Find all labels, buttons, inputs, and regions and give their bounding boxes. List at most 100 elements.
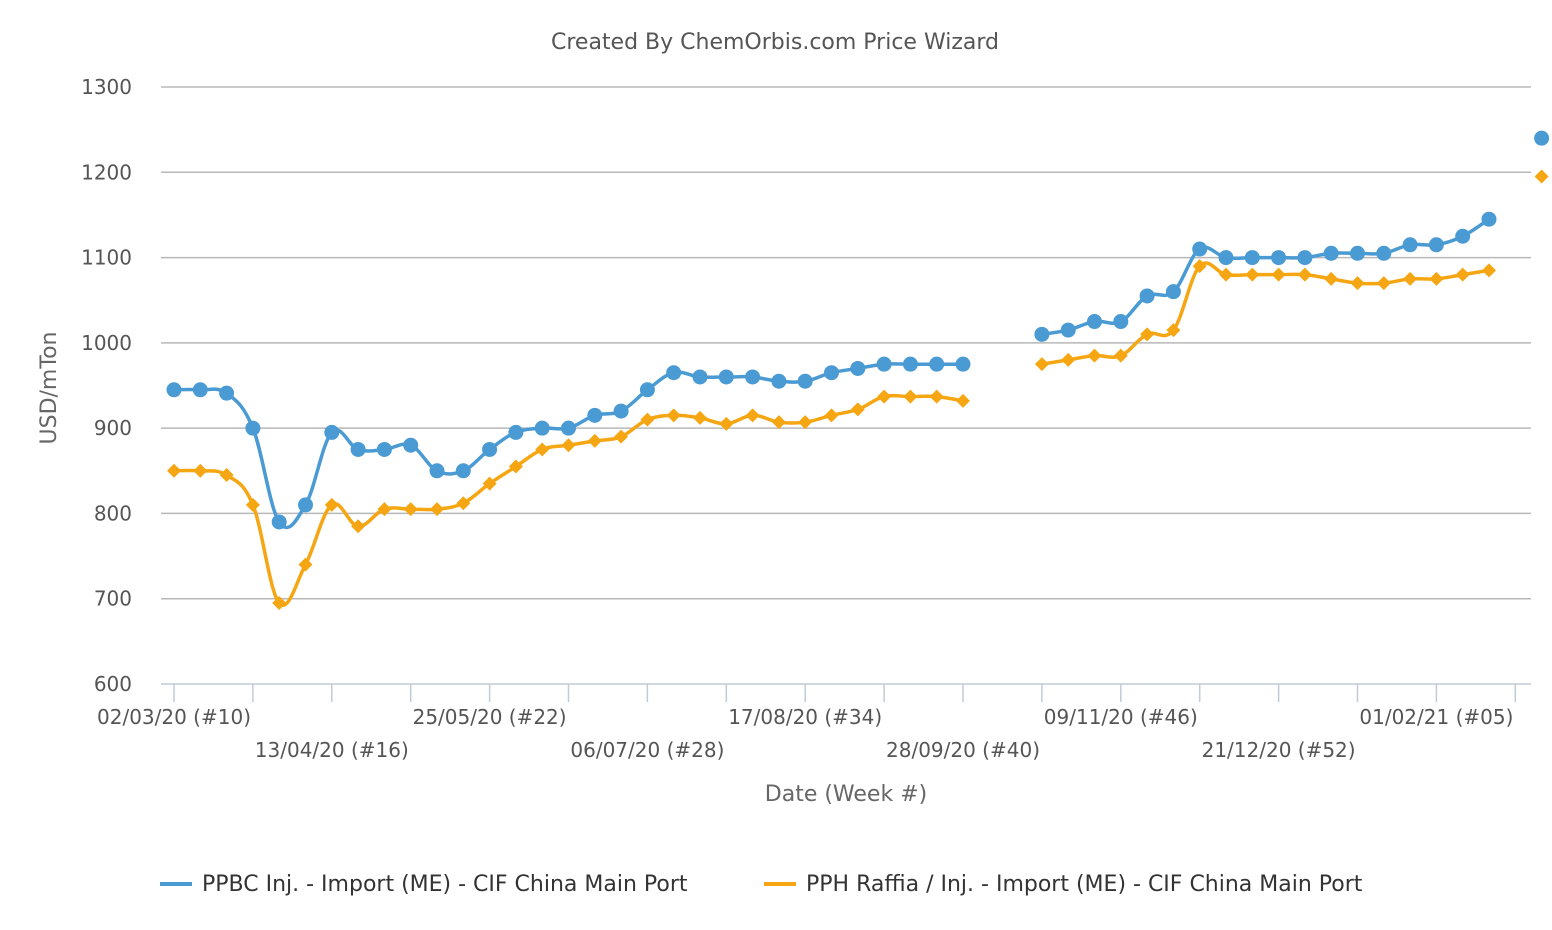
data-point: [403, 502, 418, 517]
data-point: [1376, 245, 1392, 261]
data-point: [1113, 348, 1128, 363]
series-2: [167, 169, 1549, 610]
data-point: [1429, 271, 1444, 286]
data-point: [613, 403, 629, 419]
data-point: [324, 497, 339, 512]
data-point: [1271, 250, 1287, 266]
data-point: [1324, 271, 1339, 286]
data-point: [1219, 267, 1233, 282]
data-point: [377, 502, 392, 517]
data-point: [798, 415, 813, 430]
data-point: [1034, 326, 1050, 342]
x-axis: 02/03/20 (#10)13/04/20 (#16)25/05/20 (#2…: [97, 683, 1531, 762]
x-tick-label: 21/12/20 (#52): [1202, 738, 1356, 762]
data-point: [1166, 323, 1181, 338]
data-point: [1087, 314, 1102, 330]
data-point: [272, 595, 287, 610]
legend-item-1: PPBC Inj. - Import (ME) - CIF China Main…: [160, 872, 688, 897]
x-tick-label: 02/03/20 (#10): [97, 705, 251, 729]
data-point: [561, 438, 576, 453]
data-point: [745, 369, 761, 385]
data-point: [1481, 211, 1497, 227]
y-tick-label: 1000: [81, 331, 132, 355]
data-point: [219, 385, 235, 401]
series-line: [1041, 261, 1490, 366]
data-point: [166, 382, 182, 398]
data-point: [456, 496, 471, 511]
x-tick-label: 17/08/20 (#34): [728, 705, 882, 729]
data-point: [1245, 267, 1260, 282]
data-point: [1402, 237, 1418, 253]
data-point: [351, 519, 366, 534]
x-tick-label: 09/11/20 (#46): [1044, 705, 1198, 729]
data-point: [534, 420, 550, 436]
data-point: [1218, 250, 1234, 266]
legend-label: PPH Raffia / Inj. - Import (ME) - CIF Ch…: [806, 872, 1363, 897]
legend-item-2: PPH Raffia / Inj. - Import (ME) - CIF Ch…: [764, 872, 1363, 897]
data-point: [1455, 267, 1470, 282]
data-point: [1376, 276, 1391, 291]
data-point: [1350, 276, 1365, 291]
series-1: [166, 130, 1550, 530]
y-tick-label: 700: [94, 587, 132, 611]
x-tick-label: 13/04/20 (#16): [255, 738, 409, 762]
data-point: [902, 356, 918, 372]
data-point: [1297, 250, 1313, 266]
data-point: [1165, 284, 1181, 300]
data-point: [482, 476, 497, 491]
data-point: [1192, 259, 1207, 274]
legend: PPBC Inj. - Import (ME) - CIF China Main…: [160, 872, 1363, 897]
y-tick-label: 1300: [81, 75, 132, 99]
x-tick-label: 28/09/20 (#40): [886, 738, 1040, 762]
data-point: [771, 373, 787, 389]
data-point: [1060, 322, 1076, 338]
data-point: [508, 459, 523, 474]
gridlines: [161, 86, 1531, 600]
data-point: [167, 463, 181, 478]
y-tick-label: 1100: [81, 246, 132, 270]
data-point: [797, 373, 813, 389]
data-point: [535, 442, 550, 457]
data-point: [824, 365, 839, 381]
data-point: [1323, 245, 1339, 261]
data-point: [1455, 228, 1471, 244]
data-point: [1428, 237, 1444, 253]
series-line: [1041, 217, 1490, 337]
data-point: [1061, 352, 1076, 367]
data-point: [1534, 130, 1550, 146]
data-point: [745, 408, 760, 423]
data-point: [455, 463, 471, 479]
x-tick-label: 25/05/20 (#22): [413, 705, 567, 729]
data-point: [271, 514, 287, 530]
data-point: [298, 497, 313, 513]
data-point: [876, 356, 892, 372]
data-point: [429, 463, 445, 479]
data-point: [219, 468, 234, 483]
data-point: [430, 502, 444, 517]
data-point: [693, 410, 707, 425]
data-point: [1244, 250, 1260, 266]
data-point: [508, 424, 524, 440]
data-point: [639, 382, 655, 398]
data-point: [193, 463, 208, 478]
legend-label: PPBC Inj. - Import (ME) - CIF China Main…: [202, 872, 688, 897]
y-axis-title: USD/mTon: [37, 332, 62, 445]
data-point: [587, 433, 602, 448]
data-point: [245, 497, 260, 512]
y-tick-label: 600: [94, 672, 132, 696]
data-point: [1087, 348, 1102, 363]
data-point: [956, 393, 970, 408]
data-point: [640, 412, 655, 427]
data-point: [1113, 314, 1129, 330]
data-point: [1140, 327, 1155, 342]
x-axis-title: Date (Week #): [765, 782, 927, 807]
data-point: [1350, 245, 1365, 261]
data-point: [771, 415, 786, 430]
data-point: [692, 369, 708, 385]
data-point: [298, 557, 313, 572]
data-point: [719, 416, 734, 431]
x-tick-label: 01/02/21 (#05): [1359, 705, 1513, 729]
data-point: [350, 441, 366, 457]
data-point: [1034, 357, 1049, 372]
